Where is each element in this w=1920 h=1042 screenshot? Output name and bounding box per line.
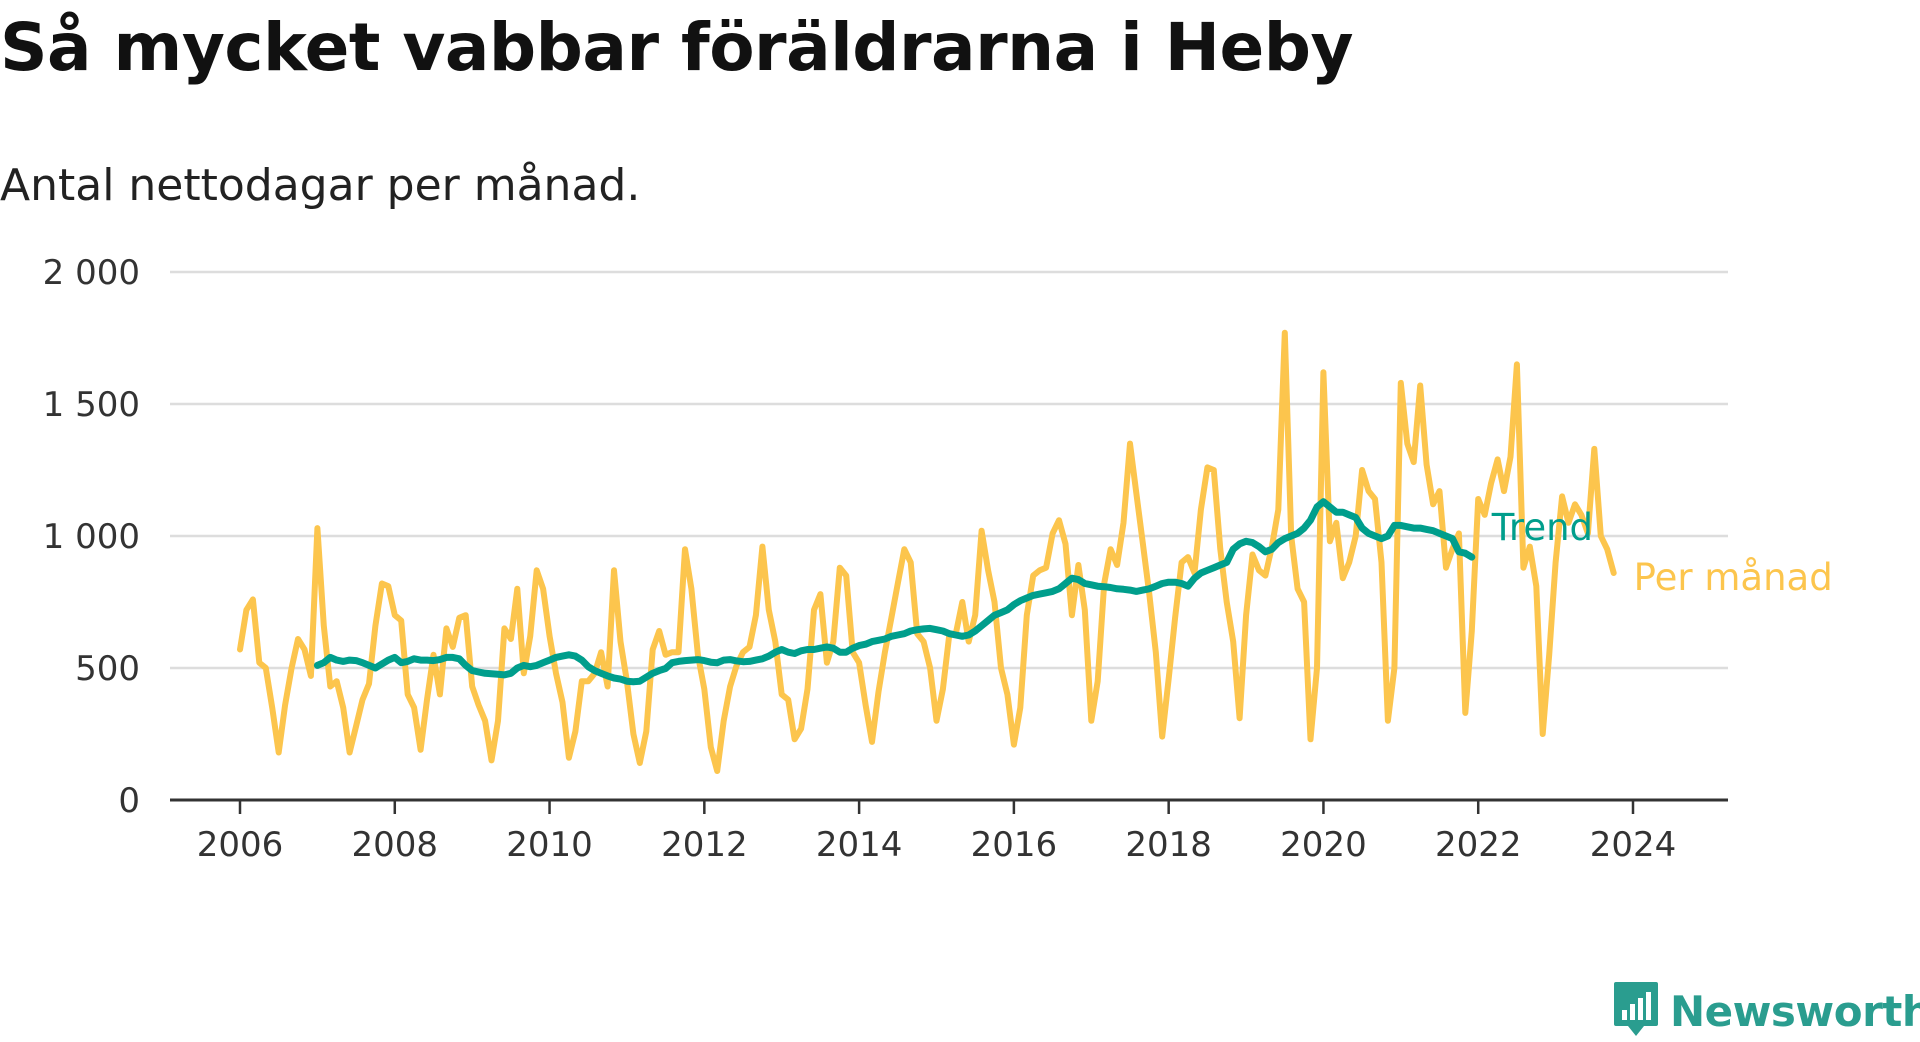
x-tick-label: 2024 <box>1590 825 1677 865</box>
x-tick-label: 2010 <box>506 825 593 865</box>
series-labels: Per månad Trend <box>1491 506 1833 599</box>
x-axis <box>170 798 1728 814</box>
x-tick-label: 2018 <box>1125 825 1212 865</box>
x-tick-label: 2022 <box>1435 825 1522 865</box>
x-tick-label: 2016 <box>971 825 1058 865</box>
trend-line <box>313 498 1476 686</box>
bar-chart-badge-icon <box>1614 982 1658 1036</box>
y-tick-label: 0 <box>118 781 140 821</box>
y-tick-label: 1 000 <box>43 517 140 557</box>
monthly-line <box>237 329 1617 774</box>
series-lines <box>237 329 1617 774</box>
y-tick-label: 1 500 <box>43 385 140 425</box>
trend-label: Trend <box>1491 506 1593 549</box>
x-axis-tick-labels: 2006 2008 2010 2012 2014 2016 2018 2020 2022 2024 <box>197 825 1677 865</box>
y-tick-label: 500 <box>75 649 140 689</box>
x-tick-label: 2014 <box>816 825 903 865</box>
x-tick-label: 2020 <box>1280 825 1367 865</box>
brand-name: Newsworthy <box>1670 986 1920 1036</box>
chart-title: Så mycket vabbar föräldrarna i Heby <box>0 9 1354 86</box>
monthly-label: Per månad <box>1634 556 1833 599</box>
y-axis-tick-labels: 0 500 1 000 1 500 2 000 <box>43 253 140 821</box>
x-tick-label: 2006 <box>197 825 284 865</box>
newsworthy-logo: Newsworthy <box>1612 980 1920 1042</box>
x-tick-label: 2008 <box>352 825 439 865</box>
chart-subtitle: Antal nettodagar per månad. <box>0 160 641 211</box>
x-tick-label: 2012 <box>661 825 748 865</box>
y-tick-label: 2 000 <box>43 253 140 293</box>
